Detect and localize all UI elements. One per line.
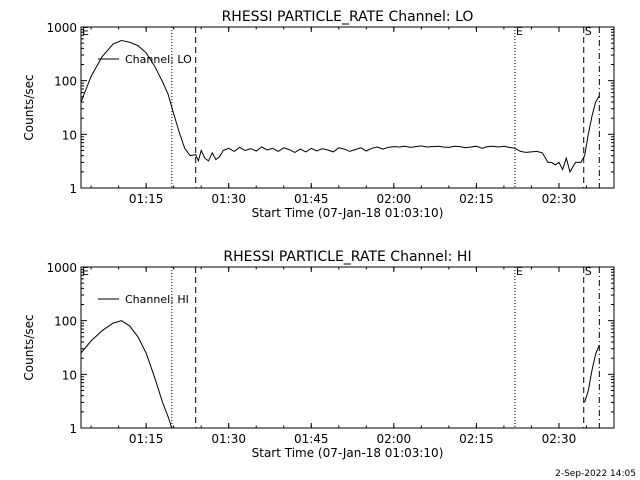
event-marker-label: S (585, 265, 592, 278)
series-line (584, 344, 600, 403)
legend-entry: Channel: HI (125, 293, 189, 306)
x-tick-label: 02:00 (377, 432, 412, 446)
event-marker-label: E (82, 25, 89, 38)
x-tick-label: 01:15 (129, 432, 164, 446)
event-marker-label: E (82, 265, 89, 278)
series-line (80, 39, 600, 174)
x-tick-label: 01:15 (129, 192, 164, 206)
x-tick-label: 01:30 (211, 192, 246, 206)
event-marker-label: E (516, 25, 523, 38)
x-axis-label: Start Time (07-Jan-18 01:03:10) (252, 446, 444, 460)
chart-title: RHESSI PARTICLE_RATE Channel: LO (222, 9, 474, 25)
y-tick-label: 1000 (46, 261, 77, 275)
event-marker-label: S (585, 25, 592, 38)
y-tick-label: 1 (69, 422, 77, 436)
x-tick-label: 02:00 (377, 192, 412, 206)
y-axis-label: Counts/sec (22, 74, 36, 140)
x-tick-label: 02:15 (459, 432, 494, 446)
x-tick-label: 02:30 (542, 432, 577, 446)
y-tick-label: 1 (69, 182, 77, 196)
y-tick-label: 10 (62, 128, 77, 142)
x-tick-label: 01:30 (211, 432, 246, 446)
chart-title: RHESSI PARTICLE_RATE Channel: HI (223, 249, 471, 265)
y-tick-label: 10 (62, 368, 77, 382)
x-tick-label: 02:30 (542, 192, 577, 206)
y-tick-label: 1000 (46, 21, 77, 35)
x-tick-label: 02:15 (459, 192, 494, 206)
plot-frame (80, 26, 615, 189)
footer-date: 2-Sep-2022 14:05 (555, 469, 636, 479)
y-tick-label: 100 (54, 315, 77, 329)
y-axis-label: Counts/sec (22, 314, 36, 380)
plot-frame (80, 266, 615, 429)
x-axis-label: Start Time (07-Jan-18 01:03:10) (252, 206, 444, 220)
x-tick-label: 01:45 (294, 192, 329, 206)
legend-entry: Channel: LO (125, 53, 192, 66)
x-tick-label: 01:45 (294, 432, 329, 446)
y-tick-label: 100 (54, 75, 77, 89)
event-marker-label: E (516, 265, 523, 278)
series-line (80, 320, 173, 429)
